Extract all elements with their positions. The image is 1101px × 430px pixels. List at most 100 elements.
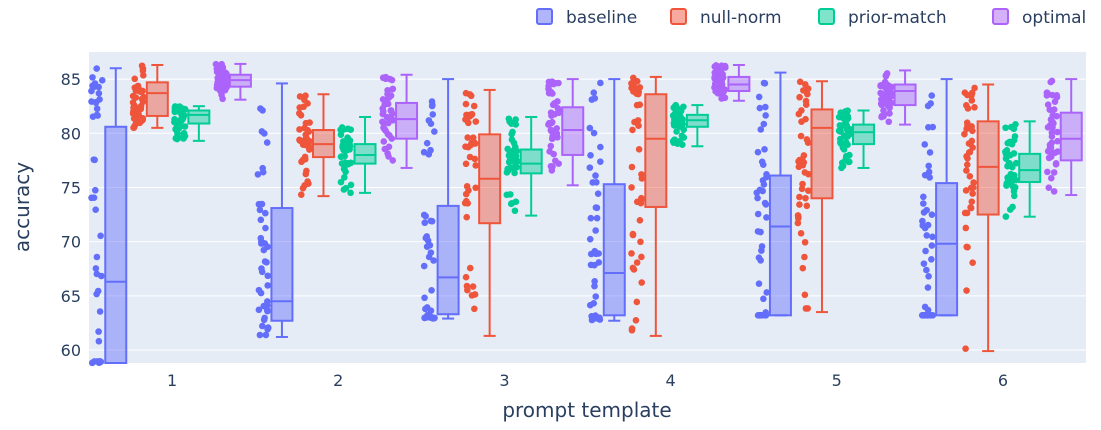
sample-point [303,167,310,175]
sample-point [964,105,972,112]
sample-point [462,190,470,198]
sample-point [634,117,642,124]
sample-point [638,279,646,286]
sample-point [592,250,600,258]
sample-point [427,120,435,128]
sample-point [297,191,305,199]
sample-point [963,167,970,174]
sample-point [877,100,885,108]
box-optimal-4 [711,62,751,102]
legend-item-null-norm[interactable]: null-norm [670,8,782,28]
box-body [187,109,211,125]
sample-point [754,194,761,202]
points-prior-match-2 [337,124,355,197]
sample-point [462,273,470,281]
sample-point [971,84,978,92]
sample-point [258,268,266,276]
sample-point [337,131,345,138]
sample-point [966,148,974,156]
x-tick-6: 6 [998,371,1008,390]
points-optimal-4 [711,62,729,102]
sample-point [95,328,102,335]
legend-item-baseline[interactable]: baseline [536,8,637,28]
x-tick-5: 5 [832,371,842,390]
sample-point [340,138,347,145]
sample-point [136,104,144,112]
sample-point [1009,203,1016,211]
sample-point [385,143,393,151]
sample-point [760,79,768,87]
sample-point [420,211,428,219]
sample-point [886,87,893,95]
sample-point [886,110,893,117]
sample-point [347,181,355,189]
sample-point [1004,139,1012,147]
sample-point [380,138,388,145]
sample-point [177,117,185,125]
y-tick-75: 75 [61,178,81,197]
box-null-norm-6 [961,83,1000,353]
sample-point [430,257,437,264]
sample-point [511,169,518,177]
sample-point [504,167,512,175]
sample-point [508,136,516,144]
sample-point [179,134,187,142]
points-null-norm-4 [628,74,646,334]
sample-point [591,282,598,290]
points-prior-match-6 [1002,121,1020,220]
sample-point [961,130,968,138]
box-prior-match-3 [503,115,543,217]
sample-point [587,151,594,159]
sample-point [756,186,764,194]
sample-point [423,243,431,250]
sample-point [920,260,928,267]
points-optimal-3 [545,78,563,174]
sample-point [763,289,771,296]
sample-point [671,110,679,118]
sample-point [638,253,645,261]
legend-swatch [992,8,1009,25]
sample-point [799,161,807,169]
sample-point [549,101,557,109]
sample-point [1003,182,1010,189]
sample-point [388,76,396,84]
sample-point [545,89,553,97]
legend-item-prior-match[interactable]: prior-match [818,8,947,28]
y-tick-60: 60 [61,341,81,360]
sample-point [1002,155,1010,162]
sample-point [928,255,935,263]
sample-point [548,112,555,119]
sample-point [920,200,927,207]
sample-point [296,126,303,133]
sample-point [506,149,513,157]
box-optimal-5 [877,69,917,126]
box-baseline-3 [420,78,460,322]
sample-point [176,103,183,110]
sample-point [424,237,432,244]
sample-point [762,103,769,111]
sample-point [921,171,929,179]
sample-point [843,122,850,129]
points-prior-match-4 [669,101,688,148]
sample-point [1002,213,1010,220]
sample-point [1043,92,1051,99]
sample-point [545,82,552,90]
sample-point [257,234,265,242]
points-baseline-3 [420,98,438,322]
sample-point [718,89,725,96]
sample-point [757,228,764,236]
sample-point [302,131,310,139]
sample-point [389,157,397,164]
sample-point [586,235,594,243]
sample-point [759,177,767,184]
sample-point [218,60,225,68]
sample-point [547,126,555,134]
sample-point [591,95,599,102]
sample-point [383,113,391,121]
sample-point [628,184,635,191]
sample-point [921,141,929,148]
sample-point [878,113,885,121]
legend-item-optimal[interactable]: optimal [992,8,1086,28]
sample-point [1050,188,1058,195]
